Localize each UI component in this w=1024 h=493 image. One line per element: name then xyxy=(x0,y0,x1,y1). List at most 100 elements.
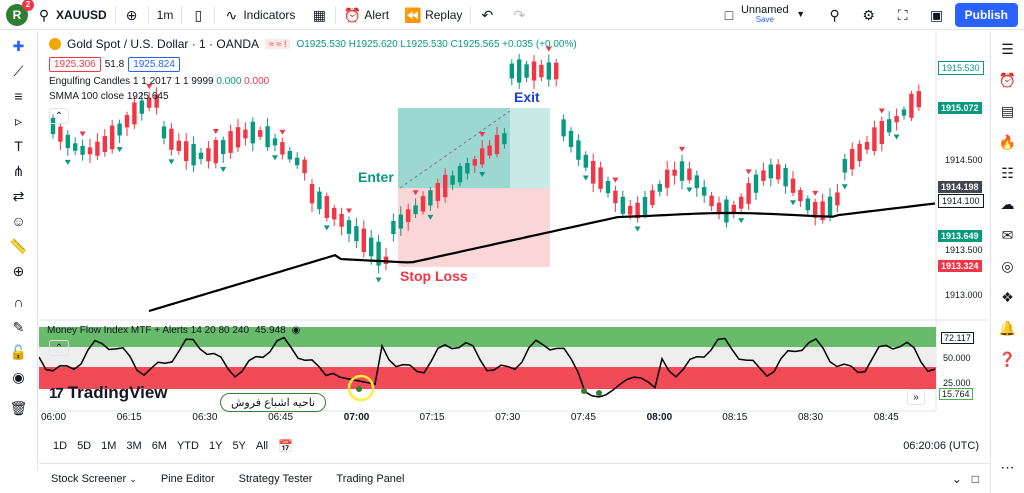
notifications-icon[interactable]: 🔔 xyxy=(998,319,1017,336)
quick-search-button[interactable]: ⚲ xyxy=(819,0,851,30)
range-ytd[interactable]: YTD xyxy=(176,440,199,452)
alerts-icon[interactable]: ⏰ xyxy=(998,71,1017,88)
chart-canvas[interactable] xyxy=(39,31,989,436)
candle-body xyxy=(428,190,433,206)
pencil-lock-icon[interactable]: ✎ xyxy=(12,318,25,335)
interval-label: 1m xyxy=(156,7,174,22)
candle-body xyxy=(790,178,796,193)
publish-button[interactable]: Publish xyxy=(954,2,1018,27)
candle-body xyxy=(901,109,907,116)
user-avatar[interactable]: R 2 xyxy=(6,0,34,26)
candle-body xyxy=(132,102,137,125)
engulfing-bear-marker xyxy=(545,46,552,52)
text-icon[interactable]: T xyxy=(14,138,23,154)
watchlist-icon[interactable]: ☰ xyxy=(1001,40,1014,57)
eye-icon[interactable]: ◉ xyxy=(12,368,25,385)
help-icon[interactable]: ❓ xyxy=(998,350,1017,367)
candle-body xyxy=(894,116,899,123)
hotlists-icon[interactable]: 🔥 xyxy=(998,133,1017,150)
pattern-icon[interactable]: ⋔ xyxy=(12,162,25,179)
range-6m[interactable]: 6M xyxy=(151,440,167,452)
bid-price[interactable]: 1925.306 xyxy=(49,57,101,72)
chat-icon[interactable]: ✉ xyxy=(1001,226,1014,243)
tab-strategy-tester[interactable]: Strategy Tester xyxy=(238,472,313,485)
collapse-legend-button[interactable]: ⌃ xyxy=(49,108,69,124)
goto-date-icon[interactable]: 📅 xyxy=(278,439,294,453)
measure-icon[interactable]: ⇄ xyxy=(12,187,25,204)
candle-body xyxy=(768,164,773,179)
templates-button[interactable]: ▦ xyxy=(303,0,335,30)
candle-body xyxy=(450,175,455,185)
chevron-down-icon[interactable]: ⌄ xyxy=(951,471,962,486)
indicator-engulfing[interactable]: Engulfing Candles 1 1 2017 1 1 9999 0.00… xyxy=(49,76,577,87)
range-1y[interactable]: 1Y xyxy=(208,440,223,452)
settings-button[interactable]: ⚙ xyxy=(853,0,885,30)
indicator-smma[interactable]: SMMA 100 close 1925.645 xyxy=(49,91,577,102)
streams-icon[interactable]: ◎ xyxy=(1001,257,1014,274)
chart-type-button[interactable]: ▯ xyxy=(182,0,214,30)
candle-body xyxy=(753,174,759,193)
pitchfork-icon[interactable]: ▹ xyxy=(14,112,23,129)
range-5d[interactable]: 5D xyxy=(77,440,92,452)
alert-button[interactable]: ⏰ Alert xyxy=(336,0,397,30)
engulfing-bull-marker xyxy=(168,159,175,165)
fullscreen-button[interactable]: ⛶ xyxy=(887,0,919,30)
stop-loss-label[interactable]: Stop Loss xyxy=(397,268,471,284)
replay-button[interactable]: ⏪ Replay xyxy=(397,0,470,30)
layout-button[interactable]: □ Unnamed Save ▼ xyxy=(713,0,817,30)
range-all[interactable]: All xyxy=(255,440,269,452)
crosshair-icon[interactable]: ✚ xyxy=(12,37,25,54)
engulfing-bull-marker xyxy=(375,277,382,283)
range-1m[interactable]: 1M xyxy=(101,440,117,452)
undo-button[interactable]: ↶ xyxy=(471,0,503,30)
ideas-icon[interactable]: ☁ xyxy=(1000,195,1015,212)
broadcast-icon[interactable]: ❖ xyxy=(1001,288,1014,305)
tab-stock-screener[interactable]: Stock Screener ⌄ xyxy=(39,473,149,485)
oversold-callout[interactable]: ناحیه اشباع فروش xyxy=(220,393,327,412)
interval-button[interactable]: 1m xyxy=(149,0,182,30)
ask-price[interactable]: 1925.824 xyxy=(128,57,180,72)
chevron-down-icon: ▼ xyxy=(796,9,806,19)
range-1d[interactable]: 1D xyxy=(53,440,68,452)
lock-icon[interactable]: 🔓 xyxy=(9,343,28,360)
tab-pine-editor[interactable]: Pine Editor xyxy=(160,472,215,485)
eye-icon[interactable]: ◉ xyxy=(291,325,301,336)
calendar-icon[interactable]: ☷ xyxy=(1001,164,1014,181)
symbol-search[interactable]: ⚲ XAUUSD xyxy=(28,0,115,30)
magnet-icon[interactable]: ∩ xyxy=(13,294,24,310)
compare-button[interactable]: ⊕ xyxy=(116,0,148,30)
snapshot-button[interactable]: ▣ xyxy=(921,0,953,30)
data-window-icon[interactable]: ▤ xyxy=(1000,102,1015,119)
trend-line-icon[interactable]: ⟋ xyxy=(13,62,24,79)
chevron-up-icon: ⌃ xyxy=(54,110,64,122)
redo-button[interactable]: ↷ xyxy=(503,0,535,30)
scroll-to-realtime-button[interactable]: » xyxy=(907,389,925,405)
candle-body xyxy=(576,140,581,160)
zoom-icon[interactable]: ⊕ xyxy=(12,262,25,279)
timezone-clock[interactable]: 06:20:06 (UTC) xyxy=(903,440,979,452)
time-axis[interactable]: 06:00 06:15 06:30 06:45 07:00 07:15 07:30 07:45… xyxy=(39,412,989,430)
ruler-icon[interactable]: 📏 xyxy=(9,237,28,254)
emoji-icon[interactable]: ☺ xyxy=(11,213,26,229)
candle-body xyxy=(554,62,559,80)
range-5y[interactable]: 5Y xyxy=(232,440,246,452)
range-3m[interactable]: 3M xyxy=(126,440,142,452)
candle-body xyxy=(605,180,611,194)
time-label: 08:45 xyxy=(873,412,899,423)
layout-status: Save xyxy=(755,15,774,24)
enter-label[interactable]: Enter xyxy=(355,169,397,185)
candle-body xyxy=(147,97,152,108)
mfi-legend[interactable]: Money Flow Index MTF + Alerts 14 20 80 2… xyxy=(47,325,300,336)
candle-body xyxy=(739,196,744,209)
trash-icon[interactable]: 🗑 xyxy=(9,399,28,416)
tab-trading-panel[interactable]: Trading Panel xyxy=(336,472,405,485)
exit-label[interactable]: Exit xyxy=(511,89,543,105)
mfi-collapse-button[interactable]: ⌃ xyxy=(49,340,69,356)
indicators-button[interactable]: ∿ Indicators xyxy=(215,0,303,30)
time-label: 06:00 xyxy=(41,412,67,423)
chart-pane[interactable]: Gold Spot / U.S. Dollar · 1 · OANDA ≈ ≈ … xyxy=(39,31,989,436)
horizontal-lines-icon[interactable]: ≡ xyxy=(14,88,23,104)
more-options-icon[interactable]: ⋯ xyxy=(1000,458,1015,475)
drawing-toolbar: ✚ ⟋ ≡ ▹ T ⋔ ⇄ ☺ 📏 ⊕ ∩ ✎ 🔓 ◉ 🗑 xyxy=(0,31,38,471)
maximize-icon[interactable]: □ xyxy=(971,471,979,486)
